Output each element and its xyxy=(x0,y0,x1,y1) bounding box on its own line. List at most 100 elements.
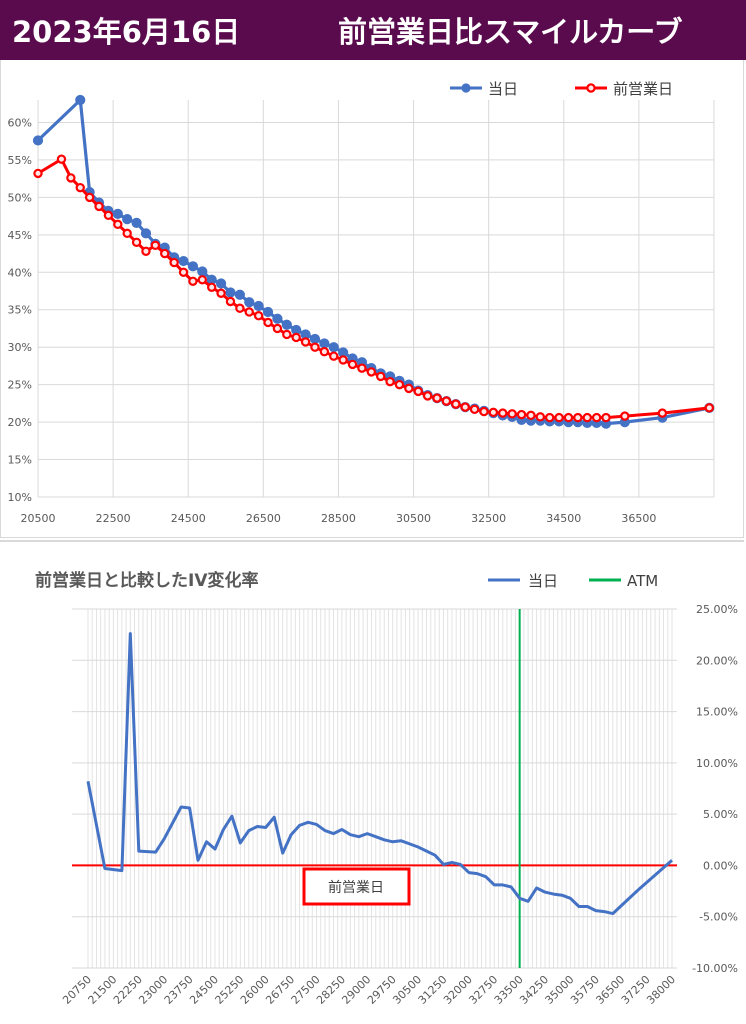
data-point-prev-day xyxy=(244,307,254,317)
y-tick-label: 0.00% xyxy=(703,859,738,872)
series-line-today xyxy=(86,632,673,916)
page-title: 前営業日比スマイルカーブ xyxy=(338,15,683,49)
y-tick-label: 50% xyxy=(8,191,32,204)
data-point-today xyxy=(272,313,283,324)
y-tick-label: 25.00% xyxy=(696,603,738,616)
y-tick-label: -10.00% xyxy=(692,962,738,975)
y-tick-label: 5.00% xyxy=(703,808,738,821)
x-tick-label: 30500 xyxy=(396,512,431,525)
data-point-prev-day xyxy=(263,317,273,328)
smile-curve-chart: 10% 15% 20% 25% 30% 35% 40% 45% 50% 55% 60% 20500 22… xyxy=(8,80,715,525)
x-tick-label: 36500 xyxy=(621,512,656,525)
data-point-prev-day xyxy=(84,192,95,203)
data-point-today xyxy=(262,306,274,318)
iv-change-chart: 前営業日と比較したIV変化率 25.00% 20.00% 15.00% 10.00% 5.… xyxy=(35,570,738,1007)
x-tick-label: 38000 xyxy=(644,973,678,1007)
y-tick-label: 20.00% xyxy=(696,654,738,667)
y-tick-label: 55% xyxy=(8,154,32,167)
data-point-today xyxy=(234,289,245,300)
data-point-prev-day xyxy=(188,276,198,286)
data-point-prev-day xyxy=(422,391,433,401)
series-line-prev-day xyxy=(37,157,710,420)
x-tick-label: 26500 xyxy=(246,512,281,525)
data-point-prev-day xyxy=(507,409,517,419)
data-point-prev-day xyxy=(516,409,527,420)
data-point-today xyxy=(112,208,123,219)
data-point-prev-day xyxy=(131,237,142,248)
header-banner: 2023年6月16日 前営業日比スマイルカーブ xyxy=(0,0,746,60)
y-tick-label: 60% xyxy=(8,116,32,129)
data-point-prev-day xyxy=(544,412,555,423)
data-point-prev-day xyxy=(563,412,574,423)
data-point-prev-day xyxy=(366,367,377,377)
data-point-today xyxy=(281,319,292,330)
legend-marker-today xyxy=(461,83,471,93)
y-tick-label: 20% xyxy=(8,416,32,429)
data-point-prev-day xyxy=(620,411,630,421)
data-point-prev-day xyxy=(591,412,602,423)
data-point-prev-day xyxy=(141,246,151,257)
data-point-today xyxy=(140,228,152,239)
data-point-today xyxy=(309,333,321,345)
data-point-prev-day xyxy=(479,406,489,417)
data-point-prev-day xyxy=(235,303,245,313)
data-point-prev-day xyxy=(582,412,592,423)
data-point-today xyxy=(187,261,199,272)
data-point-prev-day xyxy=(310,342,320,352)
data-point-prev-day xyxy=(300,337,311,347)
data-point-prev-day xyxy=(385,376,395,387)
data-point-prev-day xyxy=(75,182,85,193)
data-point-today xyxy=(178,255,189,267)
data-point-today xyxy=(75,94,86,106)
data-point-prev-day xyxy=(413,386,423,397)
data-point-prev-day xyxy=(282,329,292,340)
y-tick-label: 35% xyxy=(8,304,32,317)
data-point-prev-day xyxy=(178,267,189,277)
x-tick-label: 34500 xyxy=(546,512,581,525)
data-point-prev-day xyxy=(704,403,715,413)
y-tick-label: 15.00% xyxy=(696,706,738,719)
data-point-prev-day xyxy=(347,359,358,370)
y-tick-label: 45% xyxy=(8,229,32,242)
y-tick-label: 10.00% xyxy=(696,757,738,770)
data-point-prev-day xyxy=(488,407,499,418)
data-point-today xyxy=(319,338,330,349)
x-tick-label: 24500 xyxy=(171,512,206,525)
y-tick-label: 15% xyxy=(8,454,32,467)
data-point-prev-day xyxy=(103,210,114,221)
data-point-prev-day xyxy=(460,402,470,412)
data-point-today xyxy=(32,135,44,146)
data-point-prev-day xyxy=(206,282,217,292)
smile-curve-panel xyxy=(0,60,744,538)
data-point-prev-day xyxy=(375,371,386,382)
data-point-prev-day xyxy=(113,219,123,230)
y-tick-label: 30% xyxy=(8,341,32,354)
data-point-prev-day xyxy=(197,275,208,285)
iv-change-panel xyxy=(0,540,744,1024)
data-point-prev-day xyxy=(66,173,76,183)
prev-day-label-box xyxy=(302,867,411,906)
y-tick-label: 10% xyxy=(8,491,32,504)
data-point-prev-day xyxy=(169,257,179,268)
x-tick-label: 20500 xyxy=(21,512,56,525)
data-point-prev-day xyxy=(526,410,536,421)
data-point-prev-day xyxy=(451,399,461,409)
chart-title: 前営業日と比較したIV変化率 xyxy=(35,570,258,591)
data-point-prev-day xyxy=(554,412,564,423)
data-point-prev-day xyxy=(56,154,67,164)
date-title: 2023年6月16日 xyxy=(12,15,241,49)
x-tick-label: 32500 xyxy=(471,512,506,525)
data-point-prev-day xyxy=(253,311,264,321)
data-point-prev-day xyxy=(319,346,330,357)
data-point-today xyxy=(244,297,255,308)
x-tick-label: 28500 xyxy=(321,512,356,525)
data-point-prev-day xyxy=(150,240,161,251)
data-point-today xyxy=(122,214,133,225)
data-point-today xyxy=(253,300,264,312)
data-point-prev-day xyxy=(291,332,301,343)
data-point-today xyxy=(131,217,142,228)
y-tick-label: 40% xyxy=(8,266,32,279)
legend-label-today: 当日 xyxy=(488,80,518,98)
data-point-prev-day xyxy=(535,412,546,422)
legend-label-atm: ATM xyxy=(627,572,658,590)
